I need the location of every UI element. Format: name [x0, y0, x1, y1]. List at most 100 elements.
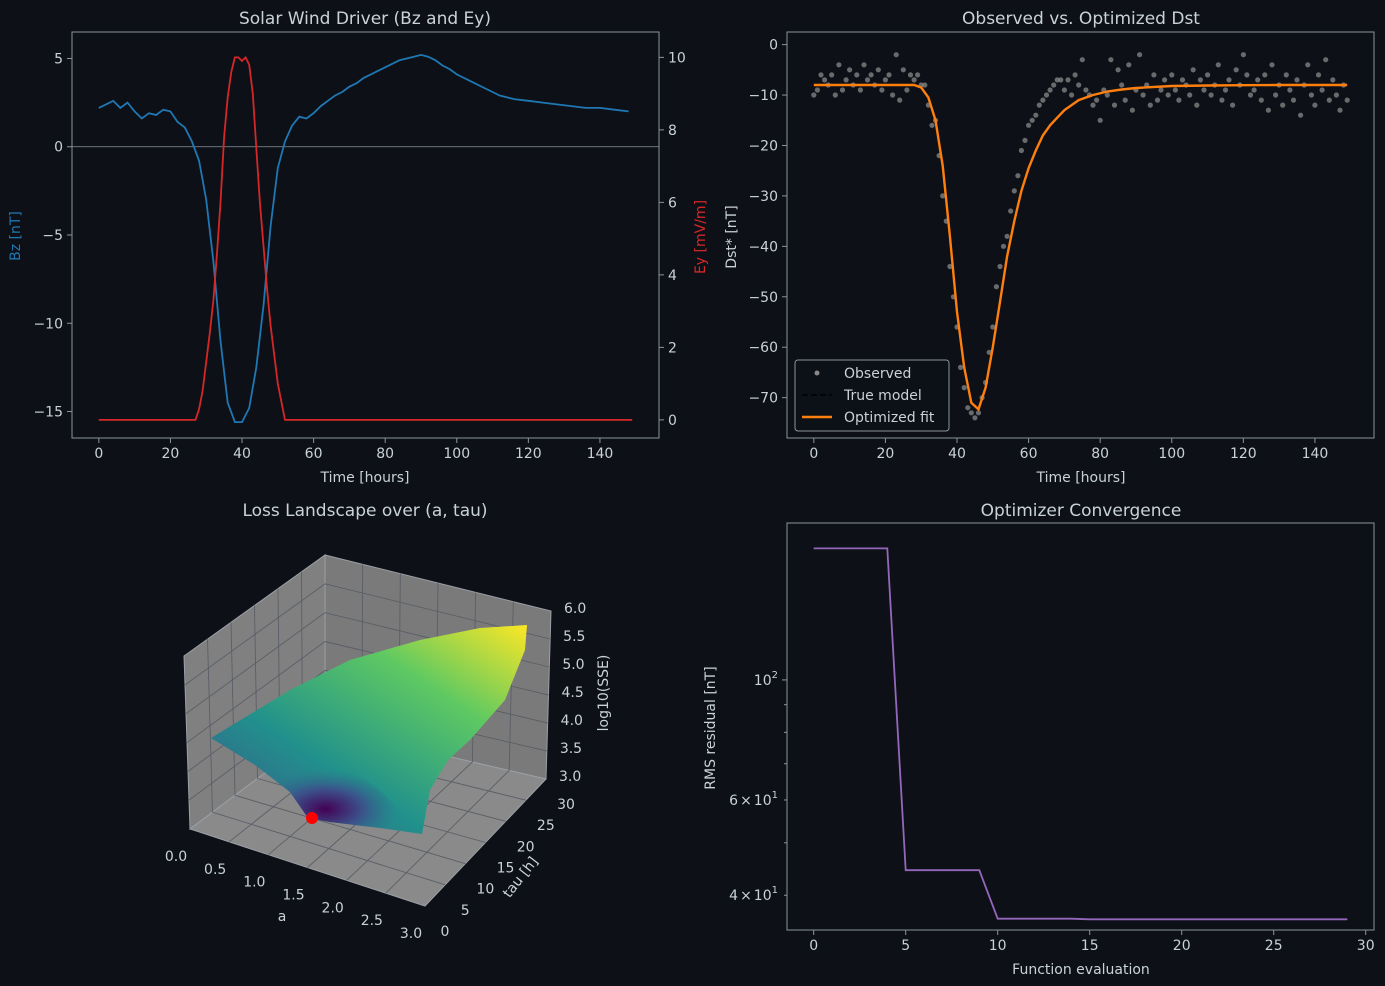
panel1-yright-tick-label: 6 — [668, 195, 677, 211]
observed-point — [861, 62, 867, 68]
legend-observed-marker — [814, 370, 820, 376]
observed-point — [1308, 92, 1314, 98]
observed-point — [1154, 97, 1161, 103]
panel4-y-ticks: 102 6 × 101 4 × 101 — [729, 670, 787, 904]
panel2-y-tick-label: −50 — [748, 290, 778, 306]
observed-point — [1097, 117, 1103, 123]
observed-point — [1000, 243, 1007, 249]
observed-point — [822, 77, 828, 83]
observed-point — [1151, 72, 1157, 78]
observed-point — [958, 364, 964, 370]
legend-observed-label: Observed — [844, 366, 911, 382]
observed-point — [1333, 92, 1339, 98]
observed-point — [1315, 72, 1322, 78]
observed-point — [907, 72, 914, 78]
observed-point — [1061, 87, 1067, 93]
panel3-zlabel: log10(SSE) — [596, 655, 612, 732]
observed-point — [1079, 57, 1085, 63]
panel4-y-tick-label: 6 × 101 — [729, 790, 778, 809]
observed-point — [1219, 97, 1225, 103]
tau-tick-label: 30 — [557, 797, 575, 813]
a-tick-label: 3.0 — [400, 926, 422, 942]
observed-point — [1179, 77, 1186, 83]
observed-point — [1104, 92, 1110, 98]
tau-tick-label: 15 — [497, 861, 515, 877]
observed-point — [1337, 107, 1343, 113]
a-tick-label: 0.0 — [165, 849, 187, 865]
observed-point — [1158, 87, 1164, 93]
panel2-y-tick-label: −70 — [748, 391, 778, 407]
a-tick-label: 2.5 — [361, 913, 383, 929]
panel2-xlabel: Time [hours] — [1036, 470, 1126, 486]
panel2-x-tick-label: 40 — [948, 446, 966, 462]
observed-point — [1018, 147, 1024, 154]
panel1-y-ticks-left: 5 0 −5 −10 −15 — [33, 51, 72, 421]
observed-point — [854, 72, 860, 78]
panel4-title: Optimizer Convergence — [981, 501, 1182, 521]
observed-point — [1240, 52, 1246, 58]
observed-point — [811, 92, 817, 98]
panel1-x-tick-label: 20 — [162, 446, 180, 462]
observed-point — [1176, 97, 1182, 103]
tau-tick-label: 20 — [517, 839, 535, 855]
panel1-x-tick-label: 60 — [305, 446, 323, 462]
panel1-xlabel: Time [hours] — [320, 470, 410, 486]
observed-point — [890, 92, 896, 98]
observed-point — [1258, 97, 1264, 103]
observed-point — [1226, 77, 1232, 83]
observed-point — [1040, 97, 1046, 103]
panel4-x-tick-label: 20 — [1173, 938, 1191, 954]
a-tick-label: 2.0 — [322, 900, 344, 916]
a-tick-label: 1.0 — [243, 875, 265, 891]
panel2-y-tick-label: −20 — [748, 138, 778, 154]
panel2-y-tick-label: −40 — [748, 239, 778, 255]
observed-point — [1222, 87, 1229, 93]
observed-point — [911, 77, 917, 83]
panel4-x-tick-label: 25 — [1265, 938, 1283, 954]
panel4-y-tick-label: 4 × 101 — [729, 885, 778, 904]
panel2-y-tick-label: −60 — [748, 340, 778, 356]
observed-point — [1305, 62, 1311, 68]
observed-point — [1172, 87, 1178, 93]
panel2-frame — [786, 31, 1375, 439]
legend-box — [794, 359, 950, 432]
observed-point — [1290, 97, 1297, 103]
observed-point — [1058, 77, 1064, 83]
panel1-title: Solar Wind Driver (Bz and Ey) — [239, 9, 491, 29]
observed-point — [904, 87, 910, 93]
observed-point — [1022, 137, 1028, 143]
panel1-yright-tick-label: 0 — [668, 413, 677, 429]
panel2-y-ticks: 0 −10 −20 −30 −40 −50 −60 −70 — [748, 38, 787, 407]
observed-point — [1029, 117, 1035, 123]
observed-point — [843, 77, 849, 83]
ey-series-line — [98, 55, 633, 421]
panel4-frame — [786, 522, 1375, 931]
observed-point — [1215, 62, 1221, 68]
panel2-x-tick-label: 20 — [877, 446, 895, 462]
observed-point — [1190, 67, 1196, 73]
observed-point — [1036, 102, 1042, 108]
observed-point — [940, 193, 946, 199]
observed-point — [829, 72, 835, 78]
observed-point — [968, 410, 974, 416]
panel1-yright-tick-label: 8 — [668, 123, 677, 139]
panel4-x-tick-label: 10 — [989, 938, 1007, 954]
observed-point — [922, 82, 928, 88]
observed-point — [1094, 97, 1100, 103]
z-tick-label: 5.0 — [562, 657, 584, 673]
panel2-x-tick-label: 100 — [1158, 446, 1185, 462]
observed-point — [1208, 92, 1214, 98]
panel2-y-tick-label: 0 — [769, 38, 778, 54]
observed-point — [929, 122, 935, 128]
observed-point — [864, 77, 871, 83]
observed-point — [965, 405, 971, 411]
pane-grid-line — [184, 583, 326, 686]
panel1-x-ticks: 0 20 40 60 80 100 120 140 — [94, 438, 613, 462]
observed-point — [1265, 107, 1271, 113]
observed-point — [857, 87, 864, 93]
observed-point — [1043, 92, 1050, 98]
observed-point — [1194, 102, 1200, 108]
observed-point — [1129, 107, 1135, 113]
observed-point — [868, 72, 874, 78]
